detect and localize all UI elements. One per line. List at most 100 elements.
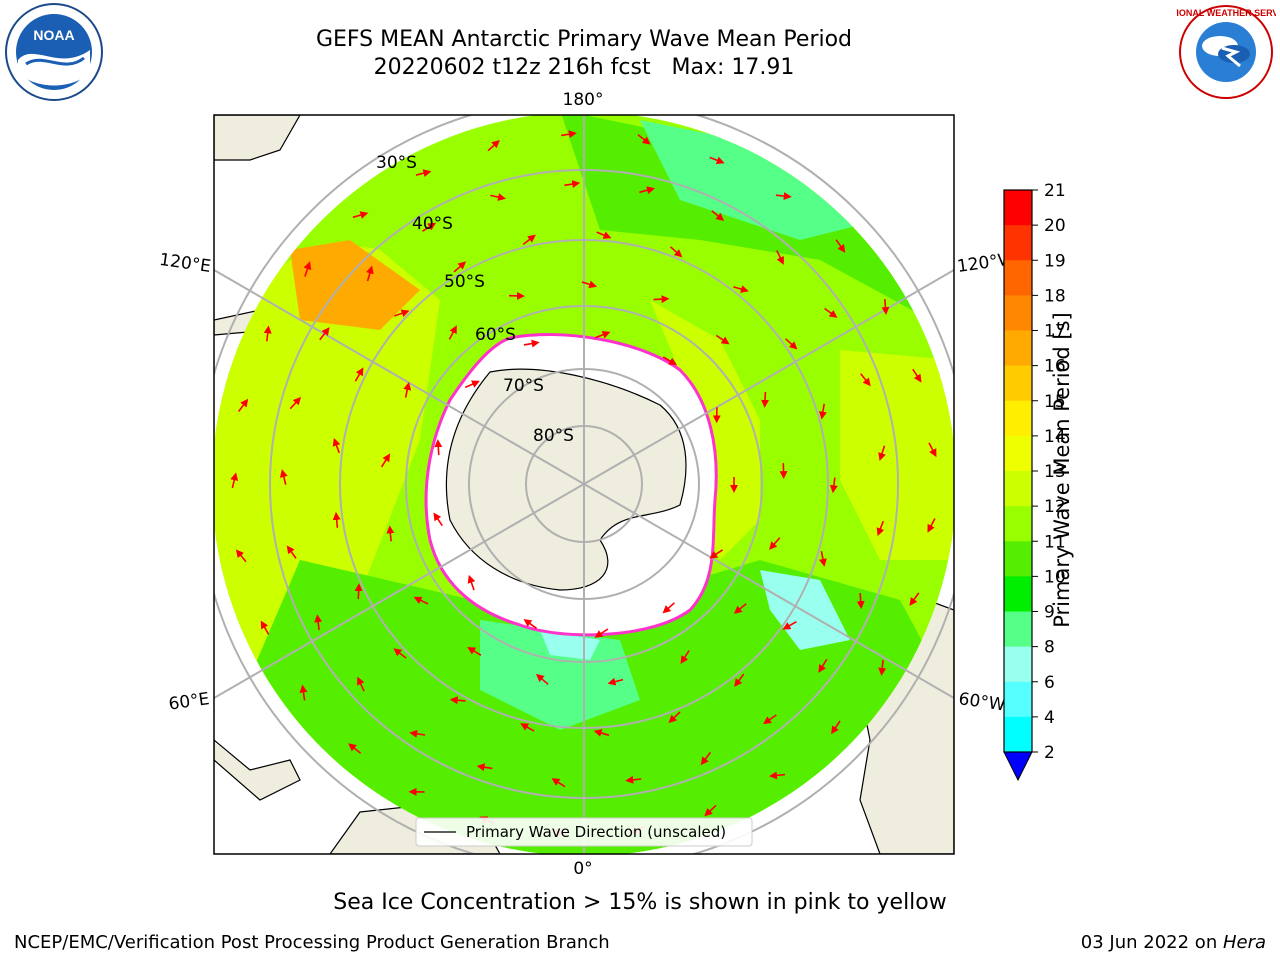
wave-direction-arrow [819, 551, 827, 567]
lat-label-60s: 60°S [475, 325, 516, 345]
colorbar-block [1004, 506, 1032, 542]
wave-direction-arrow [653, 295, 670, 304]
wave-direction-arrow [449, 696, 466, 705]
wave-direction-arrow [881, 299, 890, 315]
colorbar-tick-label: 11 [1044, 532, 1066, 552]
wave-direction-arrow [467, 574, 476, 591]
map-frame [213, 114, 955, 855]
wave-direction-arrow [535, 673, 549, 685]
wave-direction-arrow [680, 650, 690, 664]
wave-direction-arrow [637, 134, 651, 145]
wave-direction-arrow [761, 391, 769, 408]
colorbar-block [1004, 541, 1032, 577]
wave-direction-arrow [733, 285, 749, 293]
lat-label-30s: 30°S [376, 153, 417, 173]
colorbar-tick-label: 21 [1044, 181, 1066, 201]
colorbar-block [1004, 365, 1032, 402]
wave-direction-arrow [348, 743, 362, 754]
wave-direction-arrow [593, 729, 610, 737]
wave-direction-arrow [912, 368, 922, 383]
wave-direction-arrow [357, 676, 365, 692]
footer-date-text: 03 Jun 2022 on [1080, 932, 1223, 953]
wave-direction-arrow [289, 396, 302, 410]
colorbar-block [1004, 435, 1032, 472]
map-legend: Primary Wave Direction (unscaled) [415, 817, 753, 847]
wave-direction-arrow [422, 222, 437, 232]
colorbar-tick-label: 6 [1044, 673, 1055, 693]
noaa-logo: NOAA [5, 3, 103, 101]
wave-direction-arrow [303, 261, 312, 277]
colorbar-tick-label: 14 [1044, 427, 1066, 447]
wave-direction-arrow [662, 602, 675, 614]
wave-direction-arrow [434, 439, 443, 456]
wave-direction-arrow [551, 778, 566, 788]
wave-direction-arrow [711, 210, 725, 221]
colorbar-block [1004, 400, 1032, 437]
wave-direction-arrow [625, 775, 642, 784]
wave-direction-arrow [818, 403, 827, 420]
wave-direction-arrow [824, 307, 838, 318]
wave-direction-arrow [522, 234, 536, 246]
wave-direction-arrow [818, 658, 828, 673]
colorbar-tick-label: 16 [1044, 357, 1066, 377]
lat-label-40s: 40°S [412, 214, 453, 234]
noaa-logo-text: NOAA [33, 27, 74, 43]
wave-direction-arrow [909, 592, 920, 606]
wave-direction-arrow [394, 309, 410, 318]
wave-direction-arrows [230, 130, 937, 838]
colorbar-block [1004, 190, 1032, 226]
wave-direction-arrow [453, 261, 467, 273]
wave-direction-arrow [299, 684, 308, 701]
wave-direction-arrow [763, 714, 777, 725]
colorbar-tick-label: 12 [1044, 497, 1066, 517]
wave-direction-arrow [409, 729, 426, 738]
wave-direction-arrow [785, 338, 798, 350]
colorbar-tick-label: 9 [1044, 603, 1055, 623]
wave-direction-arrow [704, 804, 717, 817]
colorbar-block [1004, 471, 1032, 507]
colorbar-tick-label: 13 [1044, 462, 1066, 482]
colorbar-tick-label: 20 [1044, 216, 1066, 236]
lat-label-50s: 50°S [444, 272, 485, 292]
colorbar-tick-label: 8 [1044, 638, 1055, 658]
footer-date: 03 Jun 2022 on Hera [1081, 932, 1266, 953]
wave-direction-arrow [876, 520, 885, 537]
wave-direction-arrow [393, 648, 407, 659]
colorbar-block [1004, 260, 1032, 296]
wave-direction-arrow [594, 628, 609, 638]
wave-direction-arrow [581, 280, 598, 289]
wave-direction-arrow [878, 659, 887, 676]
wave-direction-arrow [607, 677, 624, 686]
wave-direction-arrow [413, 596, 429, 605]
nws-logo-text: NATIONAL WEATHER SERVICE [1176, 8, 1276, 18]
land-madagascar [214, 739, 301, 801]
wave-direction-arrow [523, 339, 540, 348]
wave-direction-arrow [464, 380, 480, 389]
colorbar-label: Primary Wave Mean Period [s] [1050, 312, 1074, 628]
wave-direction-arrow [263, 325, 272, 342]
wave-direction-arrow [448, 325, 457, 340]
chart-title: GEFS MEAN Antarctic Primary Wave Mean Pe… [214, 26, 954, 82]
wave-direction-arrow [235, 549, 247, 563]
lon-label-60e: 60°E [167, 689, 210, 714]
colorbar-block [1004, 681, 1032, 718]
wave-direction-arrow [230, 472, 239, 489]
wave-direction-arrow [700, 751, 712, 766]
legend-label: Primary Wave Direction (unscaled) [466, 823, 726, 841]
colorbar-block [1004, 611, 1032, 648]
wave-direction-arrow [314, 614, 323, 631]
wave-direction-arrow [354, 367, 364, 382]
colorbar-block [1004, 295, 1032, 331]
lon-label-0: 0° [573, 859, 592, 879]
wave-direction-arrow [354, 583, 363, 600]
wave-direction-arrow [662, 356, 678, 366]
colorbar: 21 20 19 18 17 16 15 14 13 12 11 10 9 8 6 4 2 [1003, 181, 1066, 782]
wave-direction-arrow [595, 331, 611, 339]
wave-direction-arrow [709, 156, 725, 165]
colorbar-tick-label: 10 [1044, 567, 1066, 587]
wave-direction-arrow [332, 511, 341, 528]
wave-direction-arrow [523, 619, 537, 629]
colorbar-block [1004, 716, 1032, 753]
title-line-2: 20220602 t12z 216h fcst Max: 17.91 [373, 55, 795, 80]
